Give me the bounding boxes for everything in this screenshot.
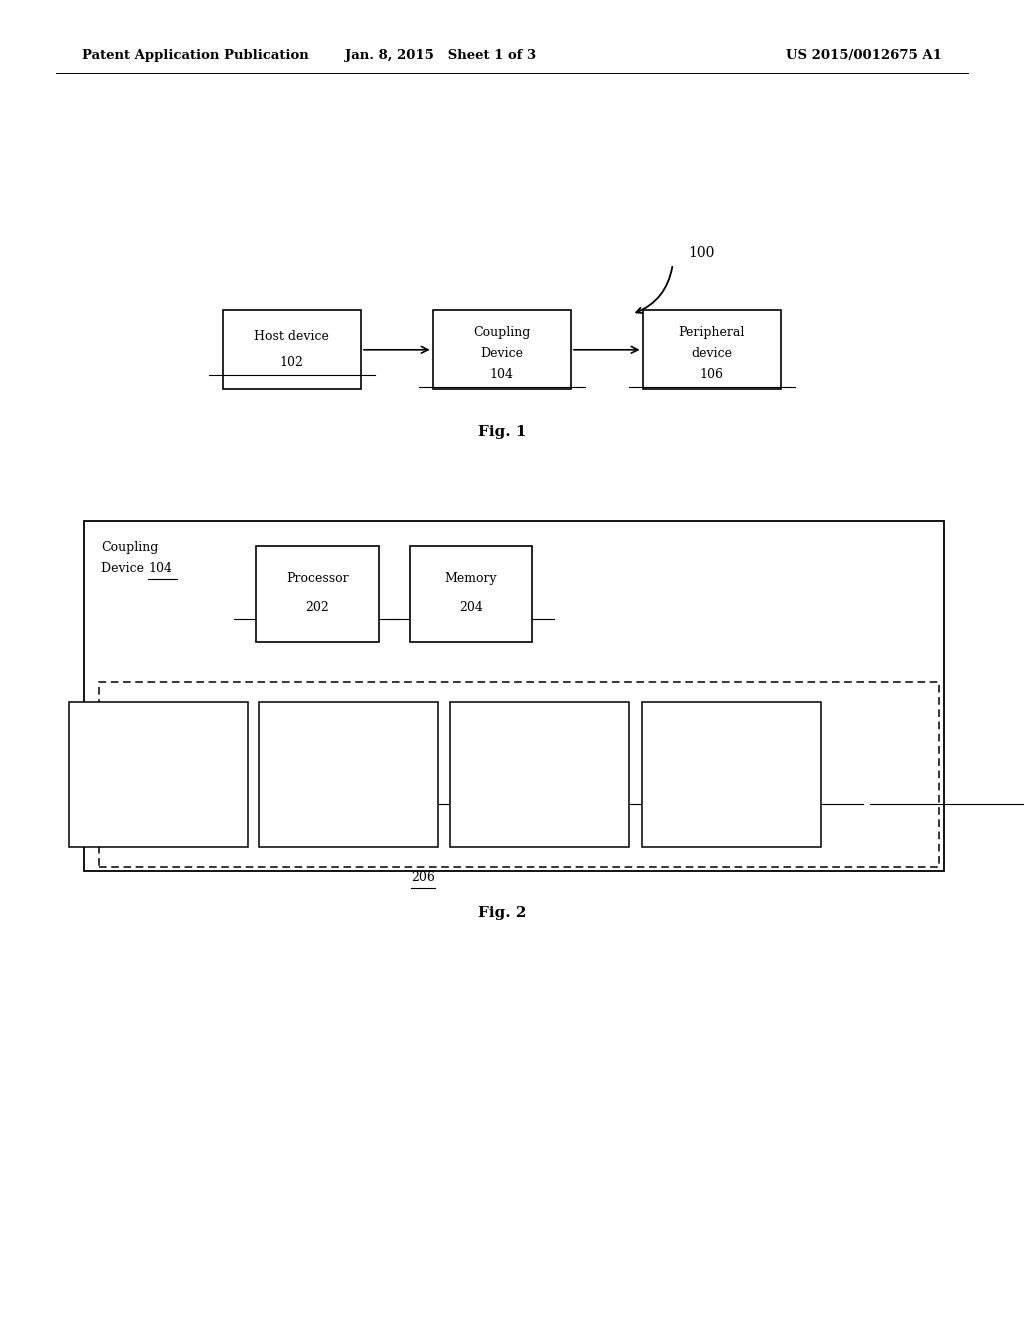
Bar xyxy=(432,310,571,389)
Text: Jan. 8, 2015   Sheet 1 of 3: Jan. 8, 2015 Sheet 1 of 3 xyxy=(345,49,536,62)
Bar xyxy=(70,702,248,847)
Text: Device: Device xyxy=(480,347,523,360)
Text: 104: 104 xyxy=(489,368,514,381)
Text: Fig. 2: Fig. 2 xyxy=(477,907,526,920)
Text: 202: 202 xyxy=(305,601,330,614)
Text: USB: USB xyxy=(145,731,172,744)
Text: Host device: Host device xyxy=(254,330,330,343)
Text: Coupling: Coupling xyxy=(473,326,530,339)
Text: interface 206b: interface 206b xyxy=(304,785,392,799)
Text: interface 206a: interface 206a xyxy=(116,785,202,799)
Text: communication: communication xyxy=(685,758,777,771)
Text: 102: 102 xyxy=(280,356,304,370)
Bar xyxy=(99,682,939,867)
Bar xyxy=(259,702,438,847)
Bar xyxy=(222,310,360,389)
Text: interface 206c: interface 206c xyxy=(497,785,583,799)
Text: Peripheral: Peripheral xyxy=(679,326,744,339)
Text: Coupling: Coupling xyxy=(101,541,159,554)
Text: communication: communication xyxy=(302,758,394,771)
Text: 100: 100 xyxy=(688,247,715,260)
Text: 204: 204 xyxy=(459,601,483,614)
Text: Fig. 1: Fig. 1 xyxy=(477,425,526,438)
Text: communication: communication xyxy=(113,758,205,771)
Text: LAN: LAN xyxy=(718,731,744,744)
Bar xyxy=(256,546,379,642)
Bar xyxy=(84,521,944,871)
Text: Memory: Memory xyxy=(444,572,498,585)
Text: Device: Device xyxy=(101,562,148,576)
Text: Processor: Processor xyxy=(286,572,349,585)
Text: interface 206d: interface 206d xyxy=(688,785,774,799)
Text: 104: 104 xyxy=(148,562,172,576)
Text: Patent Application Publication: Patent Application Publication xyxy=(82,49,308,62)
Text: Wi-Fi: Wi-Fi xyxy=(333,731,364,744)
Text: device: device xyxy=(691,347,732,360)
Bar xyxy=(410,546,532,642)
Text: US 2015/0012675 A1: US 2015/0012675 A1 xyxy=(786,49,942,62)
Bar xyxy=(451,702,629,847)
Text: 106: 106 xyxy=(699,368,724,381)
Text: communication: communication xyxy=(494,758,586,771)
Bar xyxy=(641,702,820,847)
Text: BlueTooth: BlueTooth xyxy=(510,731,569,744)
Bar xyxy=(643,310,780,389)
Text: 206: 206 xyxy=(411,871,435,884)
